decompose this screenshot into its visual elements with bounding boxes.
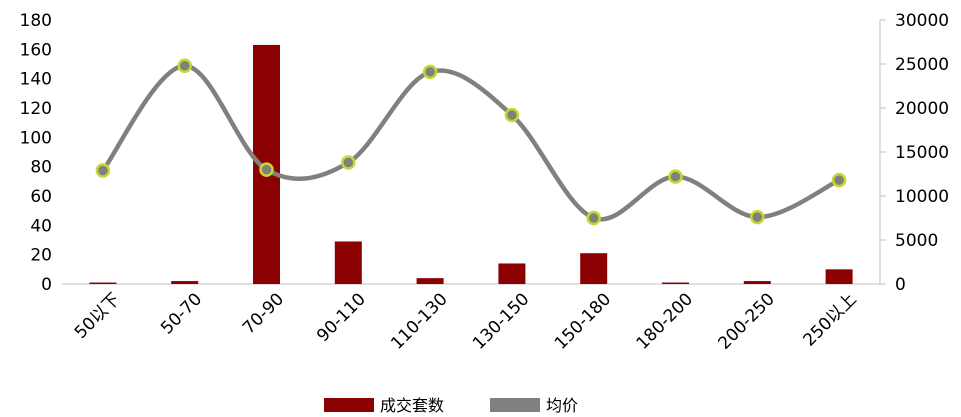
left-tick-label: 20 xyxy=(30,246,52,266)
bar xyxy=(743,281,771,284)
x-tick-labels: 50以下 50-70 70-90 90-110 110-130 130-150 150-18… xyxy=(71,289,861,353)
x-tick-label: 50-70 xyxy=(157,289,206,338)
bar xyxy=(416,278,444,284)
left-tick-label: 0 xyxy=(41,275,52,295)
bar xyxy=(662,282,689,284)
line-point xyxy=(504,107,520,123)
bar xyxy=(89,282,117,284)
line-point xyxy=(341,155,356,170)
line-point xyxy=(750,209,765,225)
legend-label-line: 均价 xyxy=(546,396,578,415)
line-point xyxy=(177,58,192,74)
right-tick-label: 20000 xyxy=(895,99,949,119)
line-point xyxy=(422,64,438,80)
axes: 0 20 40 60 80 100 120 140 160 180 0 5000 10000 15000 2… xyxy=(20,11,950,295)
x-tick-label: 110-130 xyxy=(387,289,451,353)
left-tick-label: 160 xyxy=(20,40,52,60)
x-tick-label: 180-200 xyxy=(633,289,697,353)
left-tick-label: 180 xyxy=(20,11,52,31)
line-point xyxy=(586,210,601,226)
right-tick-label: 15000 xyxy=(895,143,949,163)
x-tick-label: 200-250 xyxy=(714,289,778,353)
x-tick-label: 70-90 xyxy=(239,289,288,338)
line-point xyxy=(259,162,274,177)
left-tick-label: 140 xyxy=(20,70,52,90)
legend-label-bars: 成交套数 xyxy=(380,396,444,415)
line-point xyxy=(95,163,111,178)
bar xyxy=(498,263,526,284)
left-tick-label: 120 xyxy=(20,99,52,119)
line-point xyxy=(831,172,847,188)
right-tick-label: 30000 xyxy=(895,11,949,31)
right-tick-label: 25000 xyxy=(895,55,949,75)
line-series xyxy=(95,58,847,226)
left-tick-label: 40 xyxy=(30,216,52,236)
x-tick-label: 150-180 xyxy=(551,289,615,353)
line-path xyxy=(100,63,842,222)
legend: 成交套数 均价 xyxy=(324,396,578,415)
bar xyxy=(334,241,362,284)
right-tick-label: 0 xyxy=(895,275,906,295)
x-tick-label: 130-150 xyxy=(469,289,533,353)
bar xyxy=(825,269,853,284)
x-tick-label: 250以上 xyxy=(800,289,861,350)
legend-swatch-bars xyxy=(324,398,374,412)
right-tick-label: 5000 xyxy=(895,231,938,251)
left-tick-label: 80 xyxy=(30,158,52,178)
legend-swatch-line xyxy=(490,398,540,412)
bar xyxy=(580,253,608,284)
x-tick-label: 90-110 xyxy=(313,289,370,346)
left-tick-label: 100 xyxy=(20,128,52,148)
line-point xyxy=(668,169,683,184)
x-tick-label: 50以下 xyxy=(71,289,124,342)
left-tick-label: 60 xyxy=(30,187,52,207)
right-tick-label: 10000 xyxy=(895,187,949,207)
bar xyxy=(171,281,199,284)
